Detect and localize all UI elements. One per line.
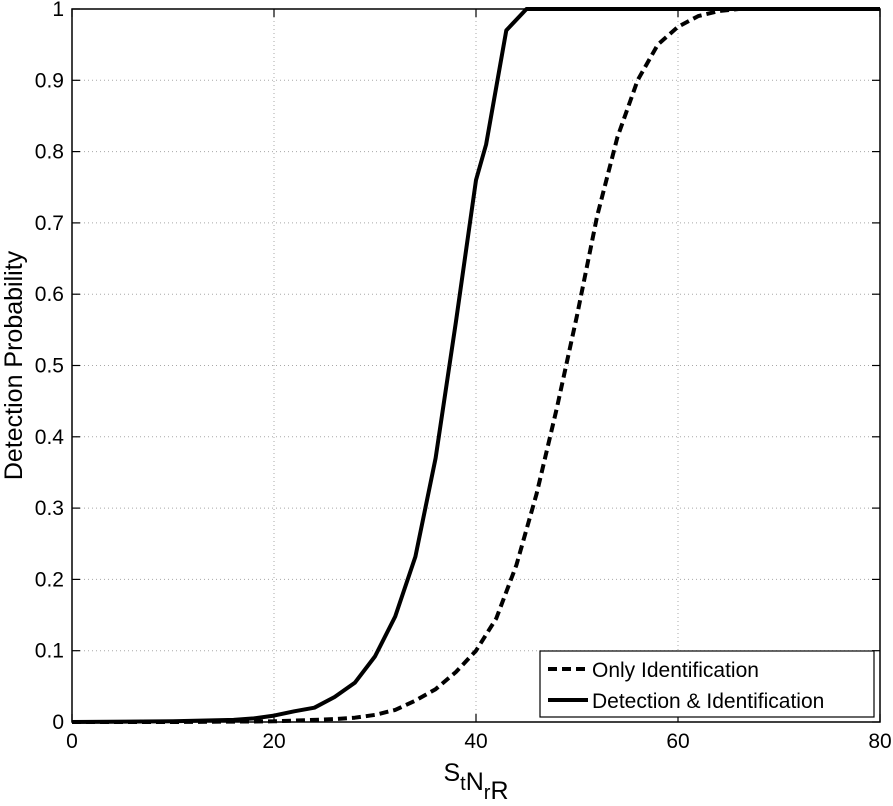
x-tick-label: 20 xyxy=(262,730,285,753)
y-tick-label: 0.8 xyxy=(35,141,64,164)
tick-labels: 0 20 40 60 80 0 0.1 0.2 0.3 0.4 0.5 0.6 0.7 0.8 0.9 1 xyxy=(35,0,892,753)
y-axis-label: Detection Probability xyxy=(0,250,28,480)
x-axis-label: StNrR xyxy=(443,759,508,805)
x-tick-label: 0 xyxy=(66,730,78,753)
y-tick-label: 0.3 xyxy=(35,497,64,520)
x-tick-label: 80 xyxy=(868,730,891,753)
y-tick-label: 1 xyxy=(52,0,64,21)
y-tick-label: 0 xyxy=(52,711,64,734)
y-tick-label: 0.5 xyxy=(35,355,64,378)
series-lines xyxy=(71,7,880,724)
legend-label-detection-identification: Detection & Identification xyxy=(592,690,824,713)
series-line-detection-identification xyxy=(71,7,880,724)
legend: Only Identification Detection & Identifi… xyxy=(539,650,875,718)
legend-box xyxy=(539,650,875,718)
y-tick-label: 0.1 xyxy=(35,640,64,663)
y-tick-label: 0.2 xyxy=(35,568,64,591)
grid xyxy=(72,9,880,722)
y-tick-label: 0.9 xyxy=(35,69,64,92)
y-tick-label: 0.6 xyxy=(35,283,64,306)
x-tick-label: 60 xyxy=(666,730,689,753)
y-tick-label: 0.4 xyxy=(35,426,65,449)
legend-label-only-identification: Only Identification xyxy=(592,659,759,682)
x-tick-label: 40 xyxy=(464,730,487,753)
y-tick-label: 0.7 xyxy=(35,212,64,235)
series-line-only-identification xyxy=(72,7,880,724)
